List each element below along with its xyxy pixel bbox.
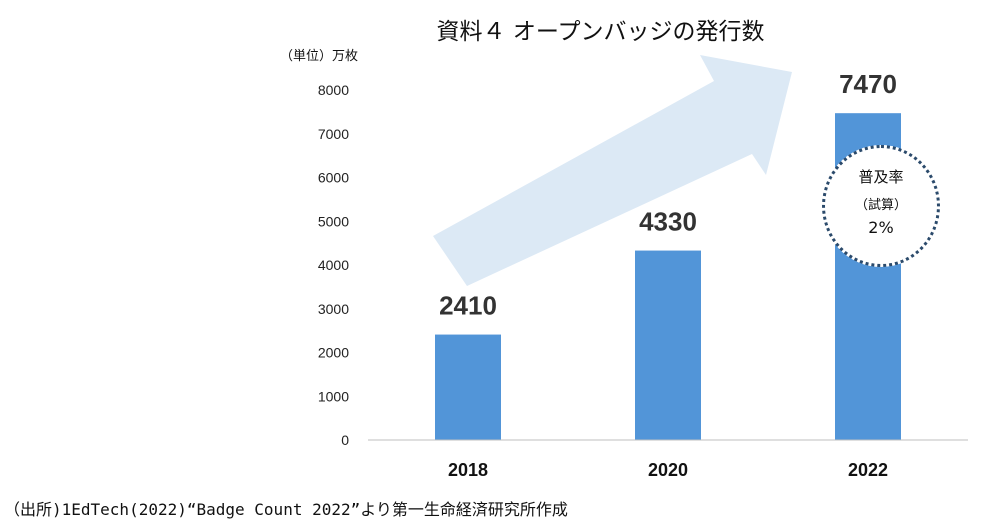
y-tick-label: 5000 [318,213,349,229]
y-tick-label: 3000 [318,301,349,317]
unit-label: （単位）万枚 [280,49,359,64]
data-label: 2410 [439,291,497,321]
bar-2020 [635,250,701,440]
y-tick-label: 4000 [318,257,349,273]
callout-subtitle: （試算） [854,198,907,213]
chart-title: 資料４ オープンバッジの発行数 [436,19,765,45]
bar-2018 [435,334,501,440]
penetration-rate-callout: 普及率 （試算） 2% [822,145,940,267]
x-tick-label: 2020 [648,460,688,480]
callout-value: 2% [868,218,894,237]
y-tick-label: 8000 [318,82,349,98]
y-tick-label: 1000 [318,388,349,404]
callout-title: 普及率 [858,168,904,186]
x-tick-label: 2022 [848,460,888,480]
data-label: 4330 [639,207,697,237]
y-tick-label: 0 [341,432,349,448]
y-tick-label: 2000 [318,345,349,361]
x-tick-label: 2018 [448,460,488,480]
source-note: （出所)1EdTech(2022)“Badge Count 2022”より第一生… [4,500,568,519]
trend-arrow [433,55,792,286]
data-label: 7470 [839,69,897,99]
y-tick-label: 6000 [318,170,349,186]
y-tick-label: 7000 [318,126,349,142]
